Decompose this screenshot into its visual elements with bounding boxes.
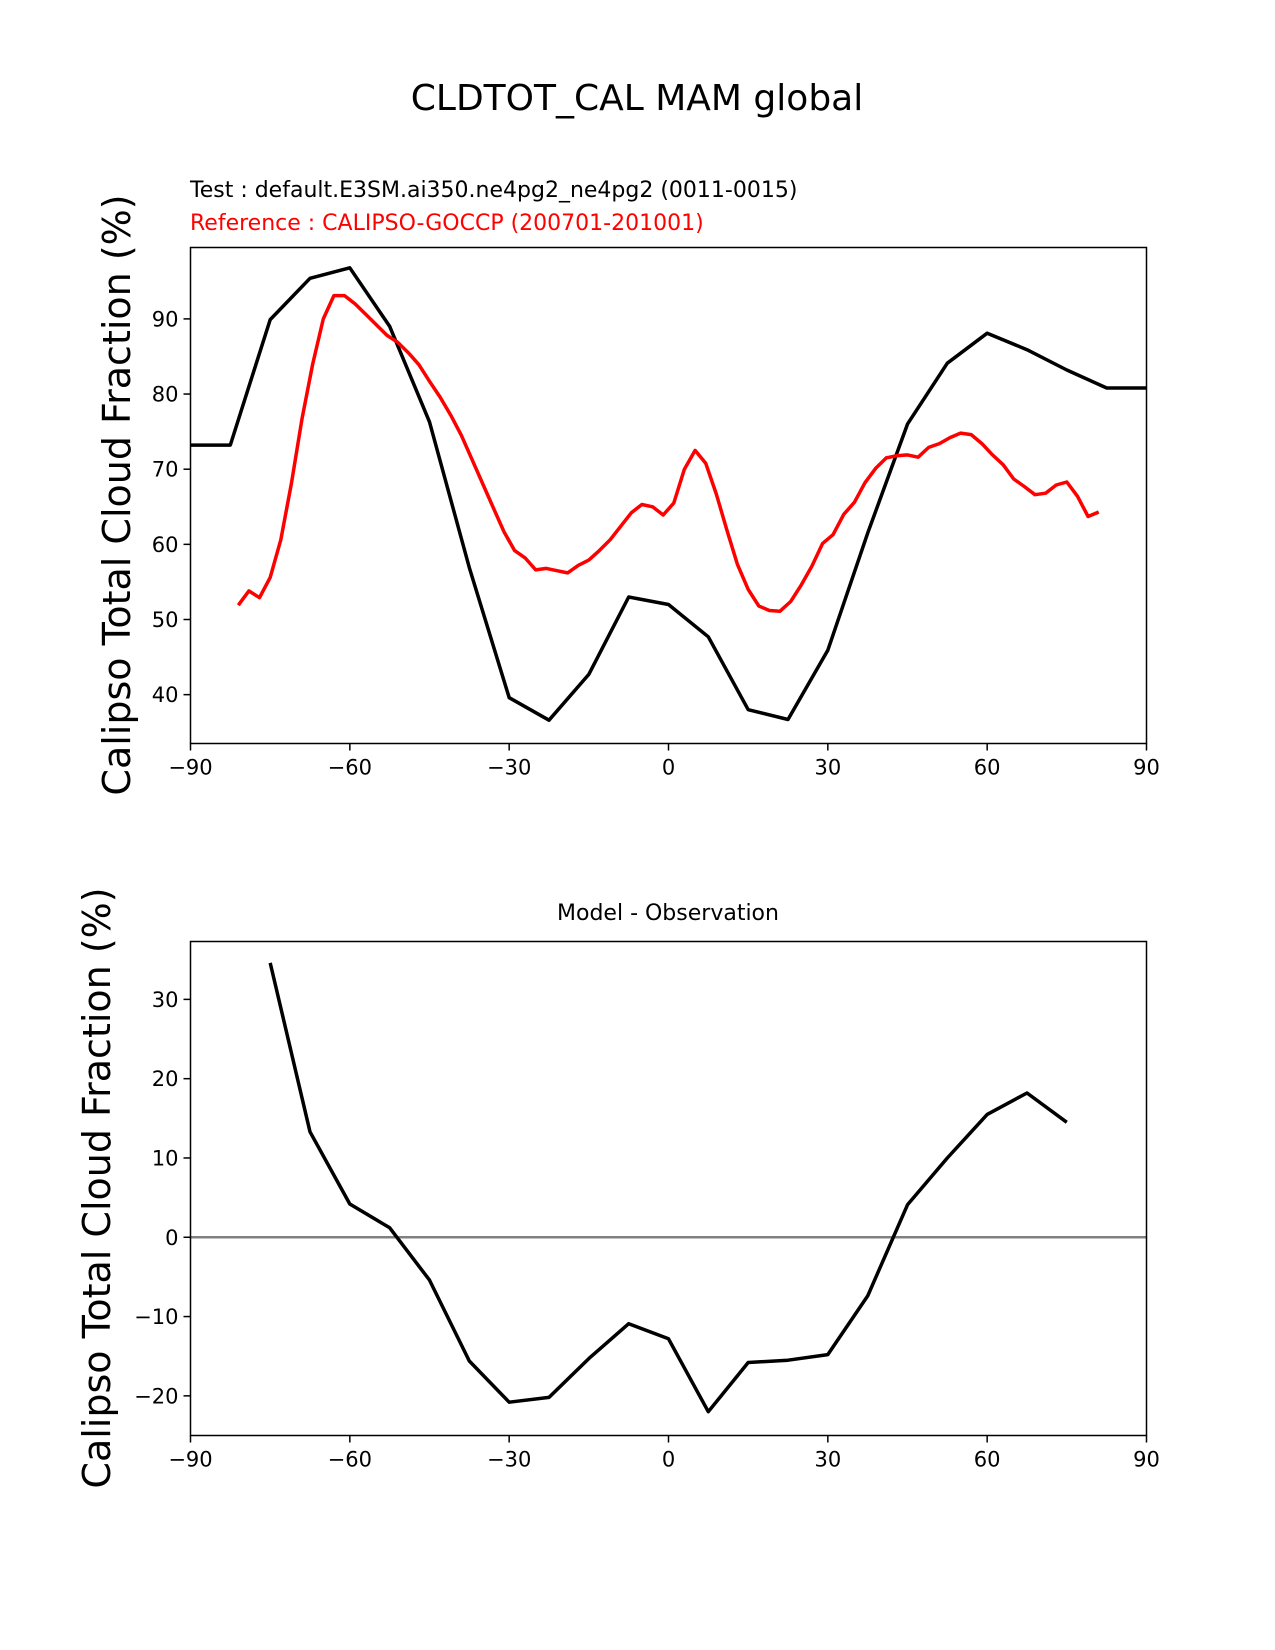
bottom-x-tick-label: −30 xyxy=(487,1448,531,1472)
bottom-y-axis-label: Calipso Total Cloud Fraction (%) xyxy=(75,887,119,1488)
top-y-tick-label: 70 xyxy=(152,458,179,482)
top-y-tick-label: 40 xyxy=(152,683,179,707)
bottom-plot-frame xyxy=(189,940,1148,1437)
top-x-tick-label: 90 xyxy=(1133,756,1160,780)
top-x-tick-label: −60 xyxy=(328,756,372,780)
bottom-x-tick-label: −60 xyxy=(328,1448,372,1472)
bottom-y-tick-label: −20 xyxy=(134,1384,178,1408)
top-x-tick-label: −30 xyxy=(487,756,531,780)
top-x-tick-label: 30 xyxy=(814,756,841,780)
bottom-y-tick-label: 30 xyxy=(152,988,179,1012)
top-plot-frame xyxy=(189,246,1148,745)
top-x-tick-label: −90 xyxy=(168,756,212,780)
bottom-y-tick-label: 0 xyxy=(165,1226,178,1250)
bottom-ticks: −90 −60 −30 0 30 60 90 −20 −10 0 10 20 30 xyxy=(134,988,1160,1472)
figure-title: CLDTOT_CAL MAM global xyxy=(411,78,863,119)
reference-label: Reference : CALIPSO-GOCCP (200701-201001… xyxy=(190,211,704,236)
top-x-tick-label: 60 xyxy=(974,756,1001,780)
top-ticks: −90 −60 −30 0 30 60 90 40 50 60 70 80 90 xyxy=(152,307,1160,779)
test-series-line xyxy=(190,266,1147,722)
bottom-series xyxy=(190,962,1147,1414)
top-series xyxy=(190,266,1147,722)
bottom-y-tick-label: −10 xyxy=(134,1305,178,1329)
bottom-x-tick-label: −90 xyxy=(168,1448,212,1472)
test-label: Test : default.E3SM.ai350.ne4pg2_ne4pg2 … xyxy=(189,178,797,203)
bottom-x-tick-label: 60 xyxy=(974,1448,1001,1472)
bottom-panel: Model - Observation Calipso Total Cloud … xyxy=(75,887,1160,1488)
bottom-x-tick-label: 90 xyxy=(1133,1448,1160,1472)
bottom-y-tick-label: 20 xyxy=(152,1067,179,1091)
top-y-tick-label: 50 xyxy=(152,608,179,632)
top-y-tick-label: 80 xyxy=(152,383,179,407)
top-y-tick-label: 90 xyxy=(152,307,179,331)
top-panel: Test : default.E3SM.ai350.ne4pg2_ne4pg2 … xyxy=(95,178,1160,796)
bottom-panel-title: Model - Observation xyxy=(557,901,779,926)
difference-series-line xyxy=(268,962,1068,1414)
reference-series-line xyxy=(236,293,1100,613)
top-y-tick-label: 60 xyxy=(152,533,179,557)
bottom-x-tick-label: 30 xyxy=(814,1448,841,1472)
top-y-axis-label: Calipso Total Cloud Fraction (%) xyxy=(95,194,139,795)
top-x-tick-label: 0 xyxy=(662,756,675,780)
bottom-y-tick-label: 10 xyxy=(152,1146,179,1170)
bottom-x-tick-label: 0 xyxy=(662,1448,675,1472)
